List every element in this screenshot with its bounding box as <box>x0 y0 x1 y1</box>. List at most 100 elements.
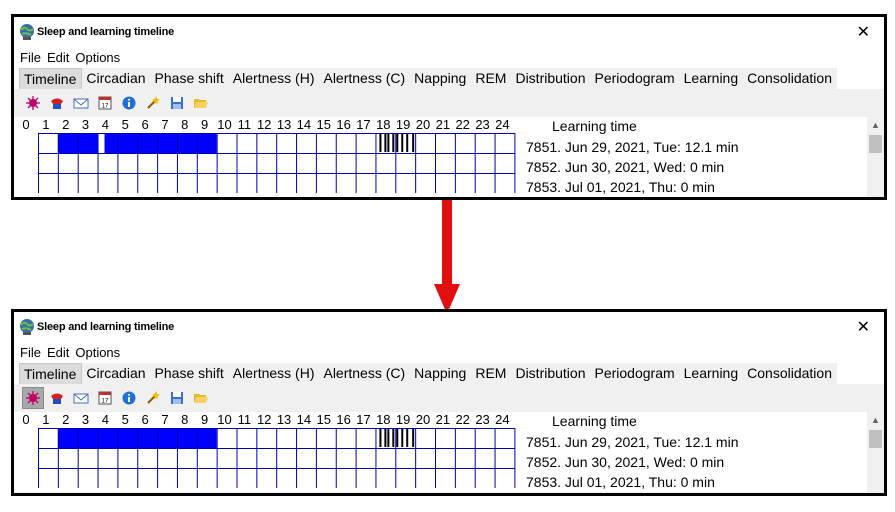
menu-edit[interactable]: Edit <box>46 344 70 360</box>
learning-entry[interactable]: 7852. Jun 30, 2021, Wed: 0 min <box>526 454 725 470</box>
hour-label: 4 <box>101 117 109 132</box>
mail-button[interactable] <box>70 92 92 114</box>
hour-label: 13 <box>276 117 292 132</box>
hour-label: 18 <box>376 117 391 132</box>
menu-options[interactable]: Options <box>75 344 121 360</box>
scroll-up-icon[interactable]: ▲ <box>871 415 880 425</box>
learning-mark <box>387 429 390 447</box>
tab-phase-shift[interactable]: Phase shift <box>150 363 229 384</box>
open-folder-icon <box>194 394 208 403</box>
hour-label: 9 <box>201 412 209 427</box>
hour-label: 22 <box>455 117 470 132</box>
tab-napping[interactable]: Napping <box>410 68 472 89</box>
info-button[interactable] <box>118 387 140 409</box>
hour-label: 24 <box>495 117 510 132</box>
hour-label: 0 <box>22 412 30 427</box>
learning-entry[interactable]: 7851. Jun 29, 2021, Tue: 12.1 min <box>526 139 739 155</box>
hour-label: 23 <box>475 412 490 427</box>
tab-consolidation[interactable]: Consolidation <box>743 68 837 89</box>
mail-button[interactable] <box>70 387 92 409</box>
tab-alertness-c[interactable]: Alertness (C) <box>319 363 411 384</box>
hour-label: 10 <box>217 412 232 427</box>
hour-label: 12 <box>256 412 272 427</box>
timeline-grid-svg[interactable] <box>38 428 516 488</box>
tab-alertness-h[interactable]: Alertness (H) <box>228 363 320 384</box>
menu-file[interactable]: File <box>20 49 41 65</box>
tab-napping[interactable]: Napping <box>410 363 472 384</box>
tab-rem[interactable]: REM <box>471 68 512 89</box>
vertical-scrollbar[interactable]: ▲ <box>867 117 884 197</box>
title-bar: Sleep and learning timeline ✕ <box>14 312 884 342</box>
scroll-up-icon[interactable]: ▲ <box>871 120 880 130</box>
tab-circadian[interactable]: Circadian <box>82 363 151 384</box>
learning-mark <box>396 134 399 152</box>
sleep-block <box>57 134 98 153</box>
tab-bar: Timeline Circadian Phase shift Alertness (H… <box>14 362 884 384</box>
hour-label: 13 <box>276 412 292 427</box>
hour-label: 14 <box>296 412 312 427</box>
calendar-button[interactable]: 17 <box>94 92 116 114</box>
grabber-icon <box>51 393 63 404</box>
app-globe-icon <box>20 24 34 40</box>
tab-timeline[interactable]: Timeline <box>19 68 83 89</box>
hour-label: 7 <box>161 117 169 132</box>
tab-timeline[interactable]: Timeline <box>19 363 83 384</box>
menu-file[interactable]: File <box>20 344 41 360</box>
tab-distribution[interactable]: Distribution <box>511 363 591 384</box>
timeline-grid-svg[interactable] <box>38 133 516 193</box>
scroll-thumb[interactable] <box>869 135 882 153</box>
hour-label: 16 <box>336 117 351 132</box>
tab-alertness-h[interactable]: Alertness (H) <box>228 68 320 89</box>
save-button[interactable] <box>166 387 188 409</box>
window-title: Sleep and learning timeline <box>37 26 175 38</box>
wand-button[interactable] <box>142 92 164 114</box>
virus-button[interactable] <box>22 92 44 114</box>
grabber-button[interactable] <box>46 387 68 409</box>
tab-alertness-c[interactable]: Alertness (C) <box>319 68 411 89</box>
virus-button[interactable] <box>22 387 44 409</box>
tab-periodogram[interactable]: Periodogram <box>590 68 680 89</box>
hour-label: 16 <box>336 412 351 427</box>
hour-label: 14 <box>296 117 312 132</box>
learning-entry[interactable]: 7853. Jul 01, 2021, Thu: 0 min <box>526 179 715 195</box>
hour-label: 6 <box>141 412 149 427</box>
vertical-scrollbar[interactable]: ▲ <box>867 412 884 492</box>
hour-label: 15 <box>316 117 331 132</box>
hour-label: 19 <box>395 117 411 132</box>
tab-periodogram[interactable]: Periodogram <box>590 363 680 384</box>
learning-entry[interactable]: 7852. Jun 30, 2021, Wed: 0 min <box>526 159 725 175</box>
close-icon[interactable]: ✕ <box>856 317 870 336</box>
info-icon <box>122 391 136 405</box>
save-button[interactable] <box>166 92 188 114</box>
timeline-grid[interactable] <box>38 428 516 488</box>
timeline-grid[interactable] <box>38 133 516 193</box>
hour-label: 2 <box>62 412 70 427</box>
tab-learning[interactable]: Learning <box>679 363 744 384</box>
hour-label: 5 <box>121 412 129 427</box>
scroll-thumb[interactable] <box>869 430 882 448</box>
tab-learning[interactable]: Learning <box>679 68 744 89</box>
transition-arrow <box>434 196 460 314</box>
learning-entry[interactable]: 7853. Jul 01, 2021, Thu: 0 min <box>526 474 715 490</box>
tab-distribution[interactable]: Distribution <box>511 68 591 89</box>
open-folder-button[interactable] <box>190 387 212 409</box>
open-folder-icon <box>194 99 208 108</box>
tab-circadian[interactable]: Circadian <box>82 68 151 89</box>
tab-phase-shift[interactable]: Phase shift <box>150 68 229 89</box>
close-icon[interactable]: ✕ <box>856 22 870 41</box>
menu-edit[interactable]: Edit <box>46 49 70 65</box>
open-folder-button[interactable] <box>190 92 212 114</box>
info-button[interactable] <box>118 92 140 114</box>
learning-entry[interactable]: 7851. Jun 29, 2021, Tue: 12.1 min <box>526 434 739 450</box>
grabber-button[interactable] <box>46 92 68 114</box>
learning-mark <box>392 134 395 152</box>
calendar-button[interactable]: 17 <box>94 387 116 409</box>
menu-options[interactable]: Options <box>75 49 121 65</box>
app-globe-icon <box>20 319 34 335</box>
learning-log-title: Learning time <box>552 118 637 134</box>
mail-icon <box>73 98 89 109</box>
tab-consolidation[interactable]: Consolidation <box>743 363 837 384</box>
wand-button[interactable] <box>142 387 164 409</box>
tab-rem[interactable]: REM <box>471 363 512 384</box>
window-title: Sleep and learning timeline <box>37 321 175 333</box>
